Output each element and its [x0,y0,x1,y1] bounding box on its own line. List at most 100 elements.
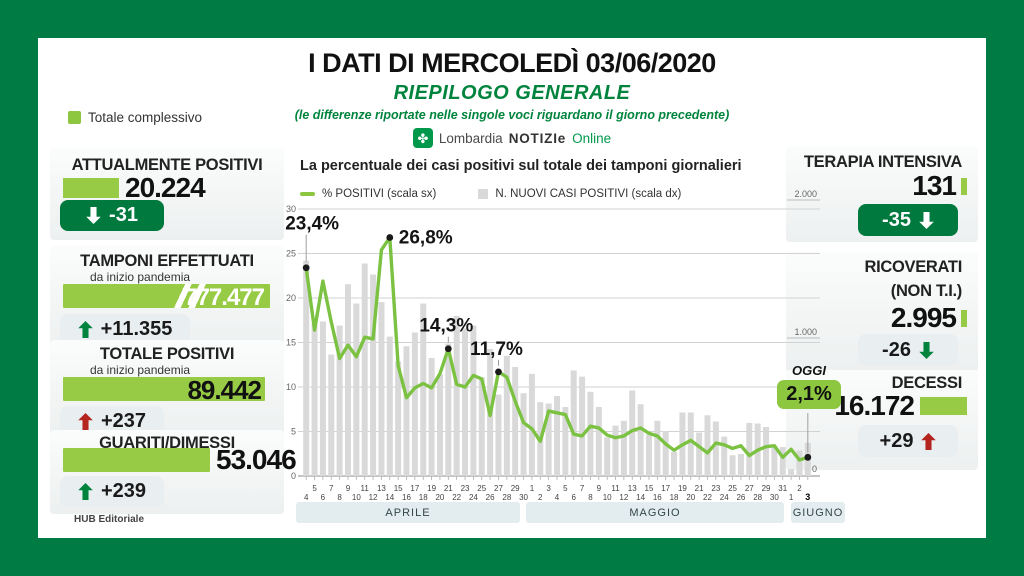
stat-subtitle: da inizio pandemia [90,363,191,377]
svg-text:16: 16 [653,493,662,502]
oggi-value-badge: 2,1% [777,380,841,409]
stat-value-row: 16.172 [834,392,967,420]
logo-suffix-text: Online [572,130,612,146]
svg-text:23: 23 [711,484,720,493]
delta-badge: +239 [60,476,164,507]
arrow-down-icon [919,341,934,359]
svg-text:0: 0 [812,464,817,474]
content-area: I DATI DI MERCOLEDÌ 03/06/2020 RIEPILOGO… [38,38,986,538]
legend-item-line: % POSITIVI (scala sx) [300,188,436,200]
stat-title: TOTALE POSITIVI [99,345,235,363]
delta-value: -26 [882,338,911,361]
chart-legend: % POSITIVI (scala sx) N. NUOVI CASI POSI… [300,188,681,200]
svg-text:26: 26 [486,493,495,502]
svg-text:2: 2 [797,484,802,493]
svg-text:10: 10 [603,493,612,502]
stat-subtitle: da inizio pandemia [90,270,191,284]
stat-value-row: 2.995 [891,304,967,332]
svg-text:4: 4 [304,493,309,502]
delta-value: -35 [882,208,911,231]
green-swatch-icon [68,111,81,124]
arrow-up-icon [77,321,93,338]
oggi-label: OGGI [792,363,826,378]
svg-text:29: 29 [762,484,771,493]
svg-text:15: 15 [645,484,654,493]
delta-badge: -31 [60,200,164,231]
totale-legend-label: Totale complessivo [88,110,203,125]
credit-text: HUB Editoriale [74,514,145,525]
stat-value-row: 131 [912,172,967,200]
legend-item-bar: N. NUOVI CASI POSITIVI (scala dx) [478,188,681,200]
stat-title: GUARITI/DIMESSI [99,434,235,452]
panel-attualmente-positivi: ATTUALMENTE POSITIVI 20.224 -31 [50,148,284,240]
value-bar [961,177,967,195]
svg-text:10: 10 [286,382,296,392]
stat-value: 53.046 [216,444,297,475]
svg-text:17: 17 [661,484,670,493]
delta-value: +237 [100,410,147,432]
svg-text:1: 1 [789,493,794,502]
svg-text:24: 24 [469,493,478,502]
stat-title: TAMPONI EFFETTUATI [80,252,254,270]
svg-text:30: 30 [286,204,296,214]
delta-badge: -35 [858,204,958,236]
value-bar [961,309,967,327]
svg-text:18: 18 [670,493,679,502]
svg-text:3: 3 [805,492,810,502]
svg-text:22: 22 [452,493,461,502]
svg-text:20: 20 [435,493,444,502]
page-subtitle: RIEPILOGO GENERALE [393,82,631,104]
svg-text:23,4%: 23,4% [285,214,339,235]
svg-text:5: 5 [312,484,317,493]
svg-text:9: 9 [597,484,602,493]
svg-text:30: 30 [770,493,779,502]
svg-text:20: 20 [686,493,695,502]
legend-label: N. NUOVI CASI POSITIVI (scala dx) [495,188,682,200]
month-band-maggio: MAGGIO [526,502,784,523]
svg-text:28: 28 [753,493,762,502]
arrow-down-icon [86,207,101,224]
stat-title: RICOVERATI [864,258,962,276]
svg-text:0: 0 [291,471,296,481]
svg-text:5: 5 [563,484,568,493]
svg-text:16: 16 [402,493,411,502]
value-bar: 89.442 [63,375,265,405]
arrow-up-icon [921,432,937,450]
bar-swatch-icon [478,189,489,199]
svg-text:21: 21 [444,484,453,493]
stat-title: ATTUALMENTE POSITIVI [71,156,263,174]
stat-value-row: 20.224 [63,172,206,203]
value-bar [920,397,967,415]
svg-text:26: 26 [736,493,745,502]
svg-text:14,3%: 14,3% [419,316,473,337]
stat-value-row: 53.046 [63,444,297,475]
svg-text:11,7%: 11,7% [470,339,523,360]
panel-terapia-intensiva: TERAPIA INTENSIVA 131 -35 [786,146,978,242]
svg-text:1: 1 [530,484,535,493]
arrow-up-icon [78,483,93,500]
svg-text:8: 8 [588,493,593,502]
legend-label: % POSITIVI (scala sx) [322,188,437,200]
value-bar: 777.477 [63,284,270,311]
svg-text:21: 21 [695,484,704,493]
svg-text:25: 25 [728,484,737,493]
svg-text:13: 13 [628,484,637,493]
totale-legend: Totale complessivo [68,110,202,125]
stat-value: 16.172 [834,390,915,421]
svg-text:8: 8 [337,493,342,502]
svg-text:1.000: 1.000 [794,327,817,337]
svg-text:15: 15 [394,484,403,493]
svg-text:13: 13 [377,484,386,493]
svg-text:27: 27 [745,484,754,493]
panel-ricoverati: RICOVERATI (NON T.I.) 2.995 -26 [786,252,978,372]
svg-text:18: 18 [419,493,428,502]
svg-text:25: 25 [477,484,486,493]
svg-text:2: 2 [538,493,543,502]
logo-name-text: NOTIZIe [508,130,567,146]
svg-text:14: 14 [385,493,394,502]
svg-text:4: 4 [555,493,560,502]
month-band-giugno: GIUGNO [791,502,845,523]
month-band-aprile: APRILE [296,502,520,523]
stat-value: 20.224 [125,172,206,203]
